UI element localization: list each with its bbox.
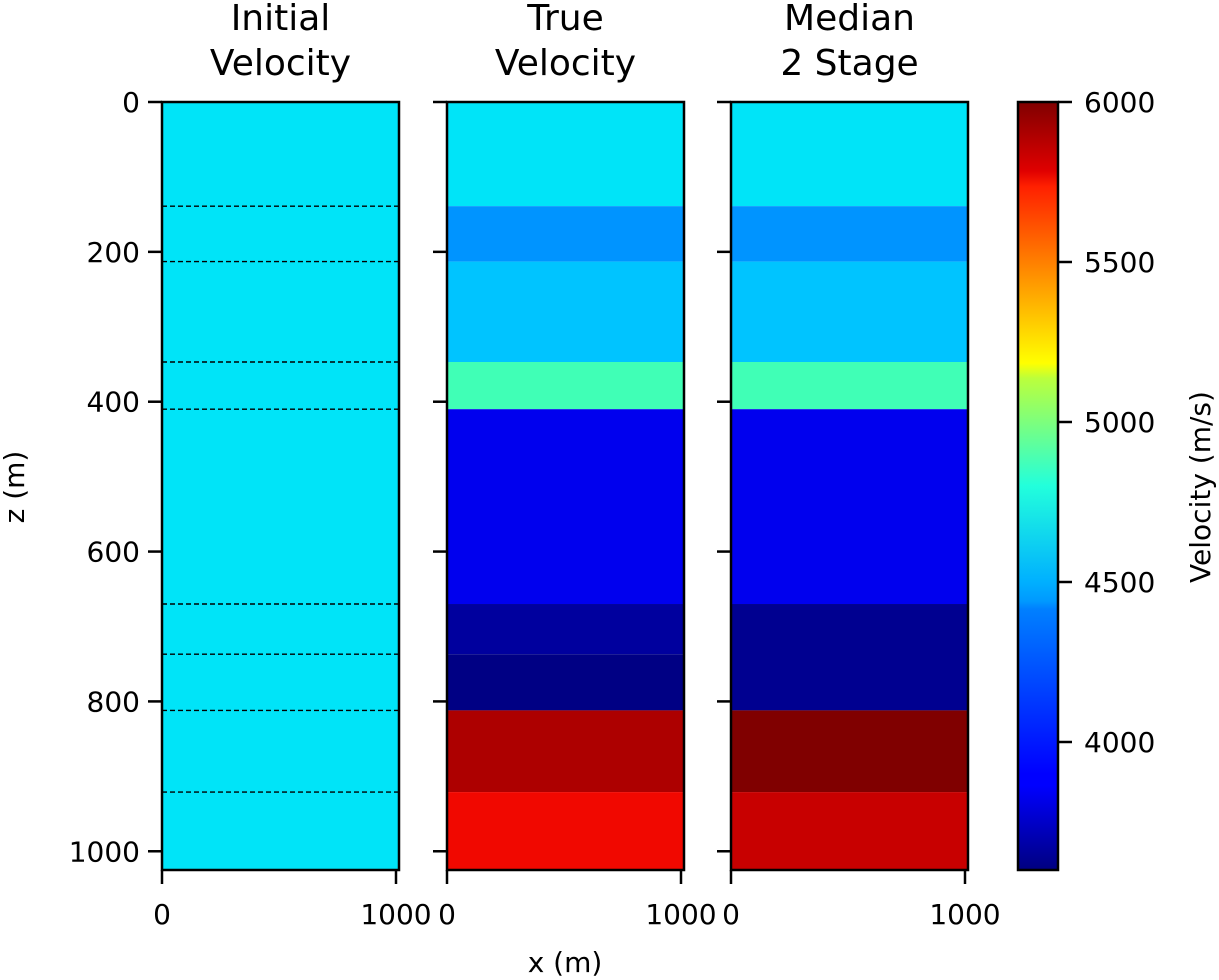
velocity-layer-1-1: [162, 102, 399, 870]
velocity-layer-2-8: [447, 710, 684, 793]
x-axis-label: x (m): [528, 946, 603, 979]
y-tick-label: 1000: [69, 835, 140, 868]
panel-frame: [445, 100, 686, 872]
y-tick-label: 800: [87, 685, 140, 718]
colorbar-label: Velocity (m/s): [1184, 391, 1217, 583]
y-axis-label: z (m): [0, 451, 31, 524]
velocity-layer-3-6: [731, 604, 968, 711]
colorbar-gradient: [1016, 100, 1060, 872]
velocity-layer-3-8: [731, 792, 968, 870]
y-tick-label: 200: [87, 236, 140, 269]
panel-2: True Velocity 0 1000: [433, 0, 717, 931]
panel-3: Median 2 Stage 0 1000: [717, 0, 1001, 931]
x-tick-label: 0: [153, 898, 171, 931]
velocity-layer-3-4: [731, 361, 968, 410]
velocity-layer-2-2: [447, 206, 684, 262]
velocity-layer-3-7: [731, 710, 968, 793]
colorbar-tick-label: 4000: [1084, 726, 1155, 759]
velocity-layer-2-9: [447, 792, 684, 870]
panel-frame: [729, 100, 970, 872]
panel-title-line-1: Initial: [231, 0, 331, 39]
panel-title-line-1: Median: [784, 0, 915, 39]
colorbar: 4000 4500 5000 5500 6000 Velocity (m/s): [1016, 86, 1217, 872]
velocity-layer-3-5: [731, 409, 968, 605]
y-tick-label: 400: [87, 386, 140, 419]
y-tick-label: 600: [87, 536, 140, 569]
velocity-layer-3-1: [731, 102, 968, 207]
velocity-layer-2-6: [447, 604, 684, 655]
velocity-layer-2-1: [447, 102, 684, 207]
x-tick-label: 0: [722, 898, 740, 931]
colorbar-tick-label: 6000: [1084, 86, 1155, 119]
x-tick-label: 1000: [645, 898, 716, 931]
velocity-layer-2-4: [447, 361, 684, 410]
velocity-layer-3-2: [731, 206, 968, 262]
y-tick-label: 0: [122, 86, 140, 119]
colorbar-tick-label: 5500: [1084, 246, 1155, 279]
colorbar-tick-label: 5000: [1084, 406, 1155, 439]
x-tick-label: 1000: [360, 898, 431, 931]
x-tick-label: 0: [438, 898, 456, 931]
panel-title-line-2: Velocity: [495, 43, 636, 84]
colorbar-ticks: 4000 4500 5000 5500 6000: [1058, 86, 1155, 759]
panel-title-line-1: True: [526, 0, 603, 39]
velocity-layer-2-5: [447, 409, 684, 605]
x-tick-label: 1000: [929, 898, 1000, 931]
panel-1: Initial Velocity 0 200 400 600 800 1000 0 1000: [69, 0, 432, 931]
velocity-layer-3-3: [731, 261, 968, 362]
panel-title-line-2: 2 Stage: [780, 43, 918, 84]
velocity-layer-2-3: [447, 261, 684, 362]
colorbar-tick-label: 4500: [1084, 566, 1155, 599]
velocity-layer-2-7: [447, 654, 684, 711]
panel-title-line-2: Velocity: [210, 43, 351, 84]
panel-frame: [160, 100, 401, 872]
